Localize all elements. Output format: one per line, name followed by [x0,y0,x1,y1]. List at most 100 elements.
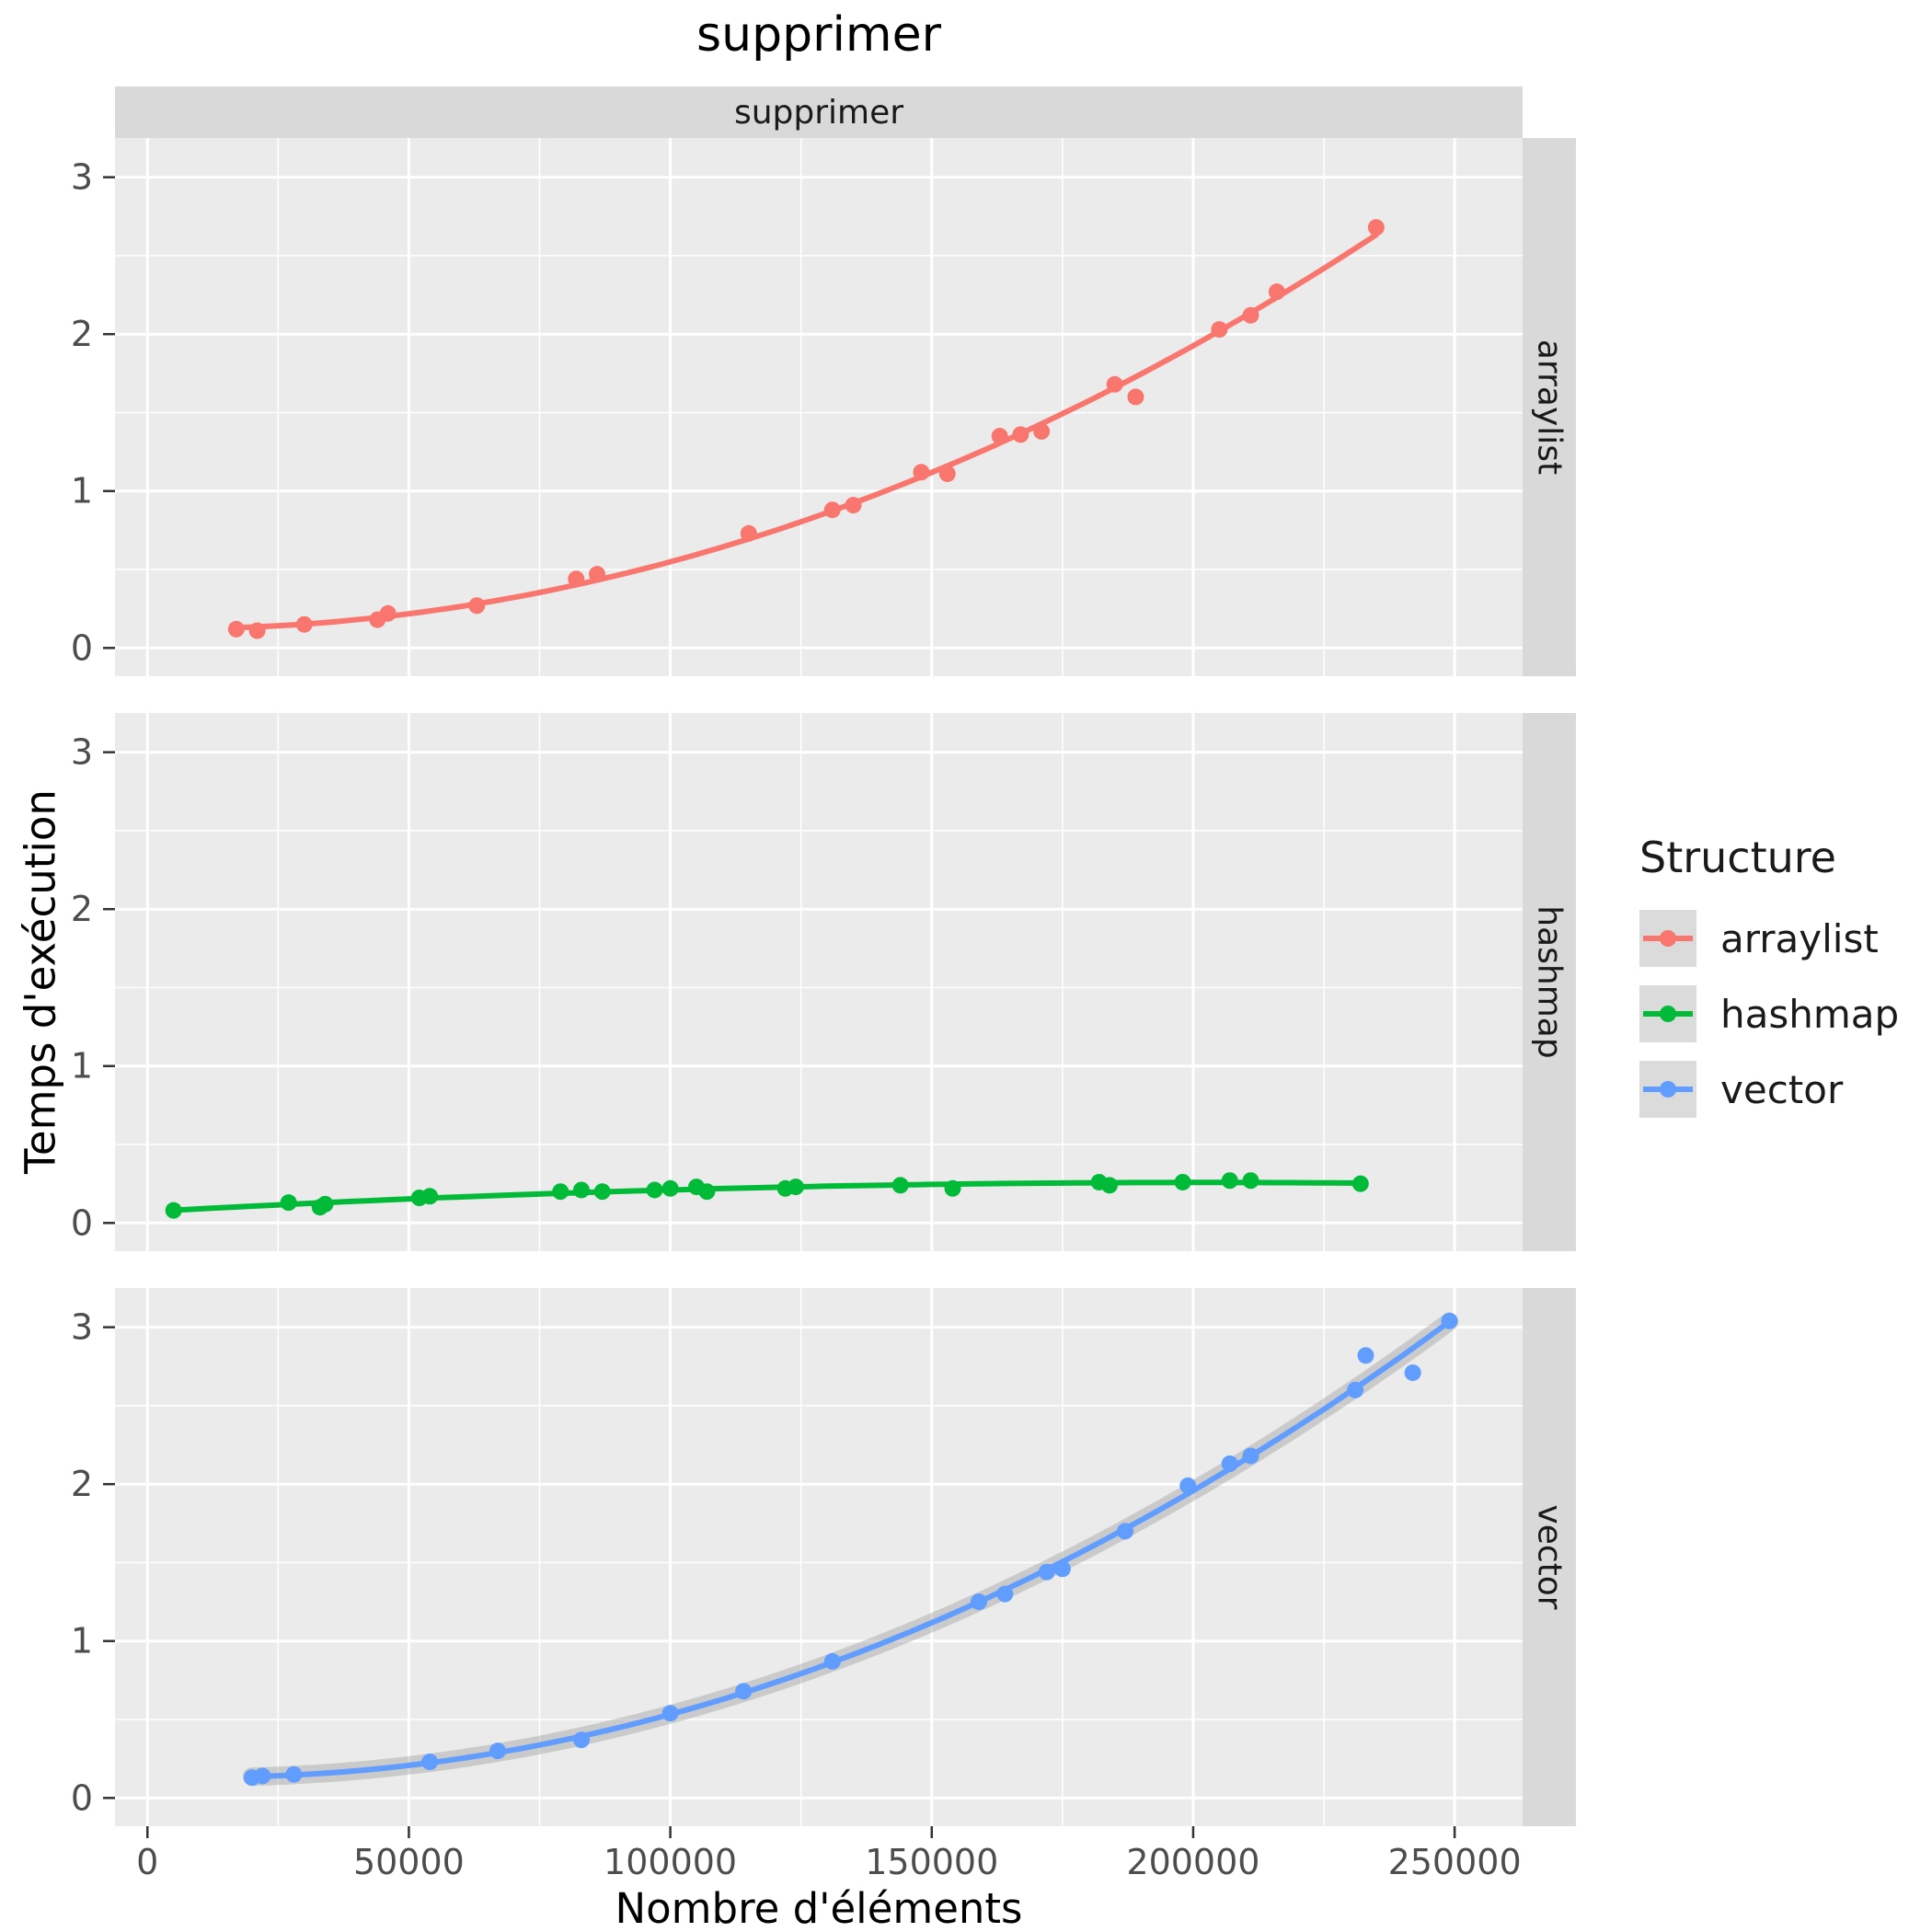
y-tick-label: 2 [71,889,93,929]
data-point-vector [285,1765,303,1783]
y-tick-label: 1 [71,1621,93,1662]
legend-key-point [1660,930,1676,947]
data-point-arraylist [1106,375,1123,393]
data-point-vector [421,1754,439,1771]
data-point-hashmap [280,1194,297,1212]
x-tick-label: 50000 [353,1842,465,1882]
panel-background [115,138,1523,676]
y-tick-label: 3 [71,1307,93,1348]
chart-title: supprimer [696,7,941,63]
data-point-arraylist [823,501,841,519]
facet-panel-hashmap: 0 1 2 3 hashmap [71,713,1576,1251]
facet-panel-arraylist: 0 1 2 3 arraylist [71,138,1576,676]
data-point-arraylist [227,620,245,638]
panel-background [115,713,1523,1251]
data-point-hashmap [646,1181,663,1199]
legend-item-vector: vector [1639,1061,1899,1118]
facet-strip-right [1523,1288,1576,1826]
y-tick-label: 0 [71,1202,93,1243]
data-point-arraylist [589,566,606,583]
data-point-hashmap [891,1177,909,1194]
legend: Structure arraylist hashmap vector [1639,833,1899,1136]
legend-label-vector: vector [1720,1066,1844,1112]
legend-key-point [1660,1081,1676,1098]
facet-strip-right [1523,713,1576,1251]
x-tick-label: 250000 [1388,1842,1522,1882]
facet-strip-right [1523,138,1576,676]
y-tick-label: 1 [71,471,93,512]
data-point-arraylist [295,615,313,633]
data-point-hashmap [593,1183,611,1201]
legend-key-glyph-vector [1643,1081,1693,1098]
data-point-arraylist [1211,321,1228,339]
panel-background [115,1288,1523,1826]
legend-key-arraylist [1639,910,1696,967]
y-tick-label: 3 [71,157,93,198]
x-tick-label: 0 [136,1842,158,1882]
legend-key-vector [1639,1061,1696,1118]
data-point-arraylist [1242,306,1259,324]
y-tick-label: 2 [71,1464,93,1504]
data-point-arraylist [938,465,956,482]
x-axis-title: Nombre d'éléments [615,1884,1023,1932]
data-point-vector [1357,1347,1374,1364]
smooth-line-arraylist [233,232,1379,631]
data-point-arraylist [1268,283,1285,301]
data-point-vector [823,1652,841,1670]
data-point-arraylist [740,524,757,542]
legend-title: Structure [1639,833,1836,882]
facet-strip-label-hashmap: hashmap [1531,905,1569,1058]
data-point-vector [1242,1447,1259,1465]
legend-key-glyph-hashmap [1643,1006,1693,1022]
legend-label-hashmap: hashmap [1720,991,1900,1037]
legend-item-hashmap: hashmap [1639,985,1899,1042]
data-point-hashmap [698,1183,716,1201]
data-point-vector [1404,1364,1421,1382]
data-point-vector [1347,1381,1364,1398]
legend-item-arraylist: arraylist [1639,910,1899,967]
smooth-line-hashmap [170,1179,1363,1213]
data-point-arraylist [913,464,930,481]
facet-strip-label-arraylist: arraylist [1531,339,1569,475]
data-point-vector [1053,1560,1071,1578]
data-point-vector [1117,1523,1134,1540]
facet-strip-label-vector: vector [1531,1504,1569,1609]
facet-strip-top-label: supprimer [733,93,904,132]
data-point-vector [489,1742,507,1760]
data-point-hashmap [661,1179,679,1197]
legend-key-point [1660,1006,1676,1022]
y-axis-title: Temps d'exécution [16,789,65,1174]
facet-panel-vector: 0 1 2 3 vector [71,1288,1576,1826]
data-point-arraylist [1127,388,1144,406]
y-tick-label: 2 [71,314,93,354]
data-point-hashmap [1242,1172,1259,1190]
legend-label-arraylist: arraylist [1720,915,1879,961]
data-point-arraylist [379,604,397,622]
data-point-hashmap [1351,1175,1369,1192]
y-tick-label: 0 [71,1777,93,1818]
legend-key-glyph-arraylist [1643,930,1693,947]
data-point-arraylist [468,597,486,615]
data-point-vector [735,1683,753,1700]
data-point-arraylist [568,570,585,588]
data-point-hashmap [421,1188,439,1205]
data-point-hashmap [552,1183,569,1201]
data-point-vector [1441,1312,1458,1329]
data-point-hashmap [1101,1177,1119,1194]
x-tick-label: 100000 [604,1842,737,1882]
data-point-vector [1038,1563,1055,1581]
data-point-hashmap [316,1195,334,1213]
data-point-vector [970,1593,987,1611]
x-tick-label: 150000 [865,1842,998,1882]
data-point-arraylist [1012,426,1029,443]
data-point-arraylist [1367,219,1385,236]
data-point-arraylist [248,622,266,639]
facet-strip-top: supprimer [115,86,1523,138]
data-point-hashmap [572,1181,590,1199]
data-point-vector [254,1767,271,1785]
data-point-hashmap [1174,1173,1191,1190]
y-tick-label: 0 [71,627,93,668]
data-point-vector [661,1705,679,1722]
